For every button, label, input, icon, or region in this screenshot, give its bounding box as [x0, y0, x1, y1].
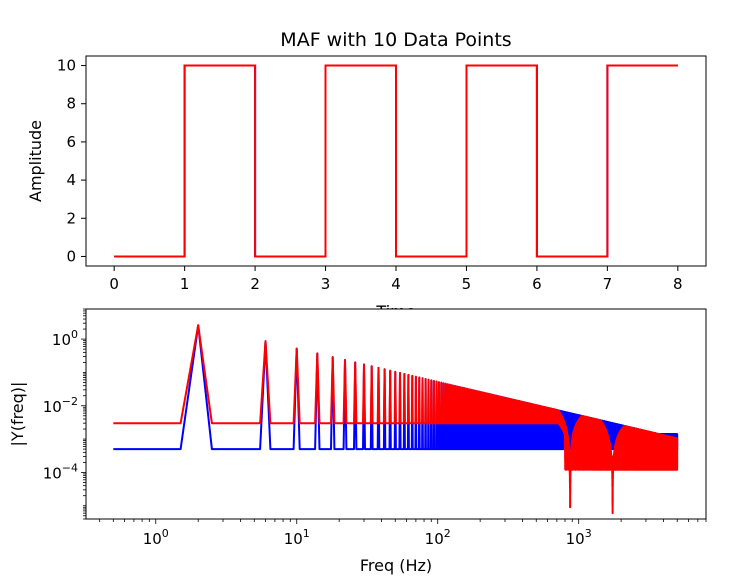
x-tick-label: 0: [109, 275, 119, 293]
time-series-line-1: [114, 64, 678, 258]
frequency-plot-x-label: Freq (Hz): [360, 556, 432, 575]
time-plot-title: MAF with 10 Data Points: [280, 29, 511, 51]
x-tick-label: 8: [673, 275, 683, 293]
frequency-plot-y-label: |Y(freq)|: [8, 382, 27, 447]
x-tick-label: 101: [284, 527, 310, 548]
time-plot-x-ticks: 0 1 2 3 4 5 6 7 8: [109, 266, 683, 293]
frequency-domain-subplot: 100 101 102 103 100 10−2 10−4 Freq (Hz) |Y(fr…: [8, 308, 707, 575]
x-tick-label: 102: [425, 527, 451, 548]
x-tick-label: 103: [566, 527, 592, 548]
y-tick-label: 8: [66, 95, 76, 113]
frequency-plot-frame: [85, 308, 707, 520]
y-tick-label: 0: [66, 247, 76, 265]
y-tick-label: 6: [66, 133, 76, 151]
time-domain-subplot: MAF with 10 Data Points 0 1 2 3 4 5 6 7 8 0 2 4 6 8 1…: [26, 29, 707, 321]
x-tick-label: 7: [603, 275, 613, 293]
frequency-plot-lines: [113, 324, 679, 515]
x-tick-label: 2: [250, 275, 260, 293]
spectrum-line-1: [113, 324, 679, 515]
frequency-plot-x-ticks: 100 101 102 103: [99, 519, 707, 548]
x-tick-label: 4: [391, 275, 401, 293]
y-tick-label: 100: [52, 328, 78, 349]
x-tick-label: 1: [180, 275, 190, 293]
y-tick-label: 10: [57, 57, 76, 75]
y-tick-label: 4: [66, 171, 76, 189]
y-tick-label: 10−4: [43, 461, 78, 482]
x-tick-label: 5: [462, 275, 472, 293]
frequency-plot-y-ticks: 100 10−2 10−4: [43, 308, 86, 520]
time-plot-y-label: Amplitude: [26, 120, 45, 202]
y-tick-label: 10−2: [43, 395, 78, 416]
time-plot-y-ticks: 0 2 4 6 8 10: [57, 57, 86, 265]
y-tick-label: 2: [66, 209, 76, 227]
x-tick-label: 100: [143, 527, 169, 548]
x-tick-label: 3: [321, 275, 331, 293]
time-plot-lines: [114, 64, 678, 258]
x-tick-label: 6: [532, 275, 542, 293]
